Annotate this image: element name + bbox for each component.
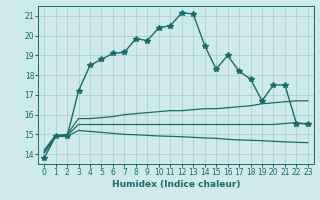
X-axis label: Humidex (Indice chaleur): Humidex (Indice chaleur) bbox=[112, 180, 240, 189]
